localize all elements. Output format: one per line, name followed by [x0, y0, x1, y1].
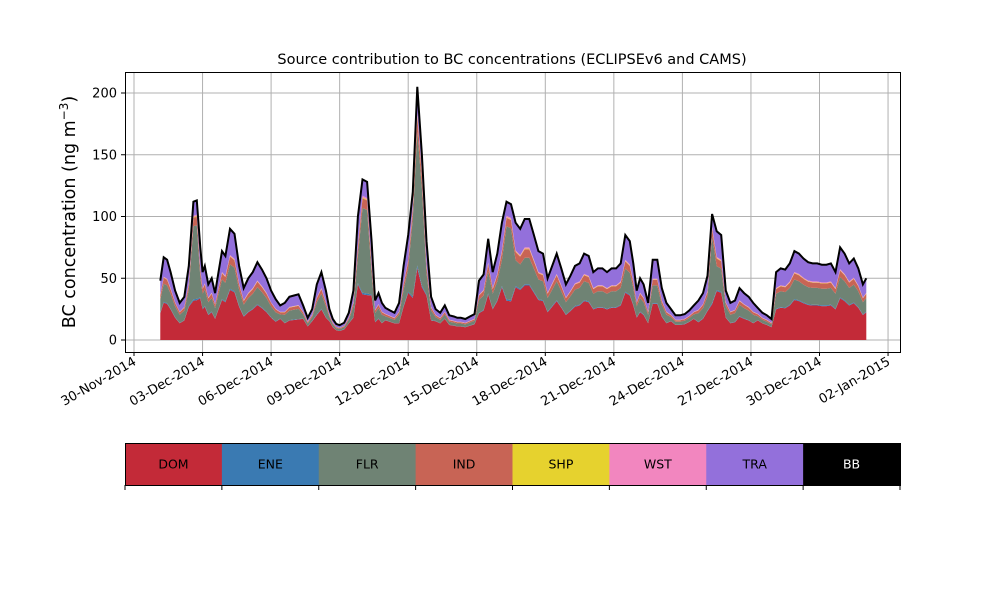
y-tick-label: 0 — [109, 334, 117, 349]
legend-swatch-flr — [318, 443, 417, 485]
stacked-areas — [160, 86, 867, 340]
y-tick-label: 200 — [92, 87, 117, 102]
legend-swatch-tra — [706, 443, 804, 485]
legend-swatch-ind — [415, 443, 513, 485]
y-axis: 0 50 100 150 200 — [92, 87, 125, 349]
legend-colorbar: DOM ENE FLR IND SHP WST TRA BB — [124, 443, 901, 490]
chart-title: Source contribution to BC concentrations… — [277, 52, 746, 68]
total-line — [159, 86, 868, 327]
legend-label-dom: DOM — [158, 457, 188, 472]
y-tick-label: 50 — [100, 272, 117, 287]
legend-label-ind: IND — [453, 457, 476, 472]
area-dom — [160, 268, 867, 340]
legend-label-tra: TRA — [742, 457, 768, 472]
legend-swatch-bb — [803, 443, 901, 485]
legend-label-flr: FLR — [356, 457, 379, 472]
legend-label-ene: ENE — [258, 457, 283, 472]
legend-swatch-ene — [221, 443, 320, 485]
legend-swatch-dom — [125, 443, 223, 485]
plot-frame — [125, 72, 901, 353]
y-axis-label-superscript: −3 — [57, 103, 71, 121]
y-tick-label: 100 — [92, 210, 117, 225]
y-tick-label: 150 — [92, 148, 117, 163]
legend-label-bb: BB — [843, 457, 860, 472]
legend-label-wst: WST — [644, 457, 672, 472]
y-axis-label: BC concentration (ng m−3) — [57, 96, 80, 328]
legend-swatch-wst — [609, 443, 707, 485]
legend-swatch-shp — [512, 443, 610, 485]
legend-label-shp: SHP — [549, 457, 574, 472]
area-flr — [160, 131, 867, 331]
